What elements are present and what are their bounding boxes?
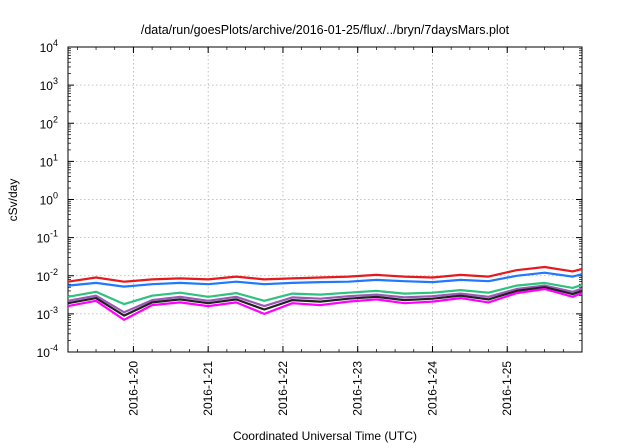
y-axis-ticks: 10-4 10-3 10-2 10-1 100 101 102 103 104: [37, 38, 582, 360]
series-line-6: [67, 287, 583, 321]
y-tick-label: 10-4: [37, 343, 58, 360]
x-axis-label: Coordinated Universal Time (UTC): [233, 429, 417, 443]
series-group: [67, 265, 583, 321]
series-line-1: [67, 265, 583, 283]
y-tick-label: 101: [40, 152, 58, 169]
y-tick-label: 104: [40, 38, 58, 55]
y-tick-label: 10-3: [37, 305, 58, 322]
x-tick-label: 2016-1-20: [126, 361, 140, 416]
series-line-2: [67, 271, 583, 288]
y-tick-label: 100: [40, 191, 58, 208]
y-tick-label: 102: [40, 114, 58, 131]
series-line-3: [67, 281, 583, 306]
y-tick-label: 103: [40, 76, 58, 93]
x-tick-label: 2016-1-25: [500, 361, 514, 416]
y-tick-label: 10-1: [37, 229, 58, 246]
x-tick-label: 2016-1-23: [351, 361, 365, 416]
series-line-4: [67, 284, 583, 314]
y-tick-label: 10-2: [37, 267, 58, 284]
x-tick-label: 2016-1-24: [425, 361, 439, 416]
series-line-5: [67, 286, 583, 317]
x-tick-label: 2016-1-21: [201, 361, 215, 416]
x-axis-ticks: 2016-1-20 2016-1-21 2016-1-22 2016-1-23 2016…: [76, 47, 564, 416]
x-tick-label: 2016-1-22: [276, 361, 290, 416]
y-axis-label: cSv/day: [6, 179, 20, 222]
chart-title: /data/run/goesPlots/archive/2016-01-25/f…: [141, 23, 510, 37]
